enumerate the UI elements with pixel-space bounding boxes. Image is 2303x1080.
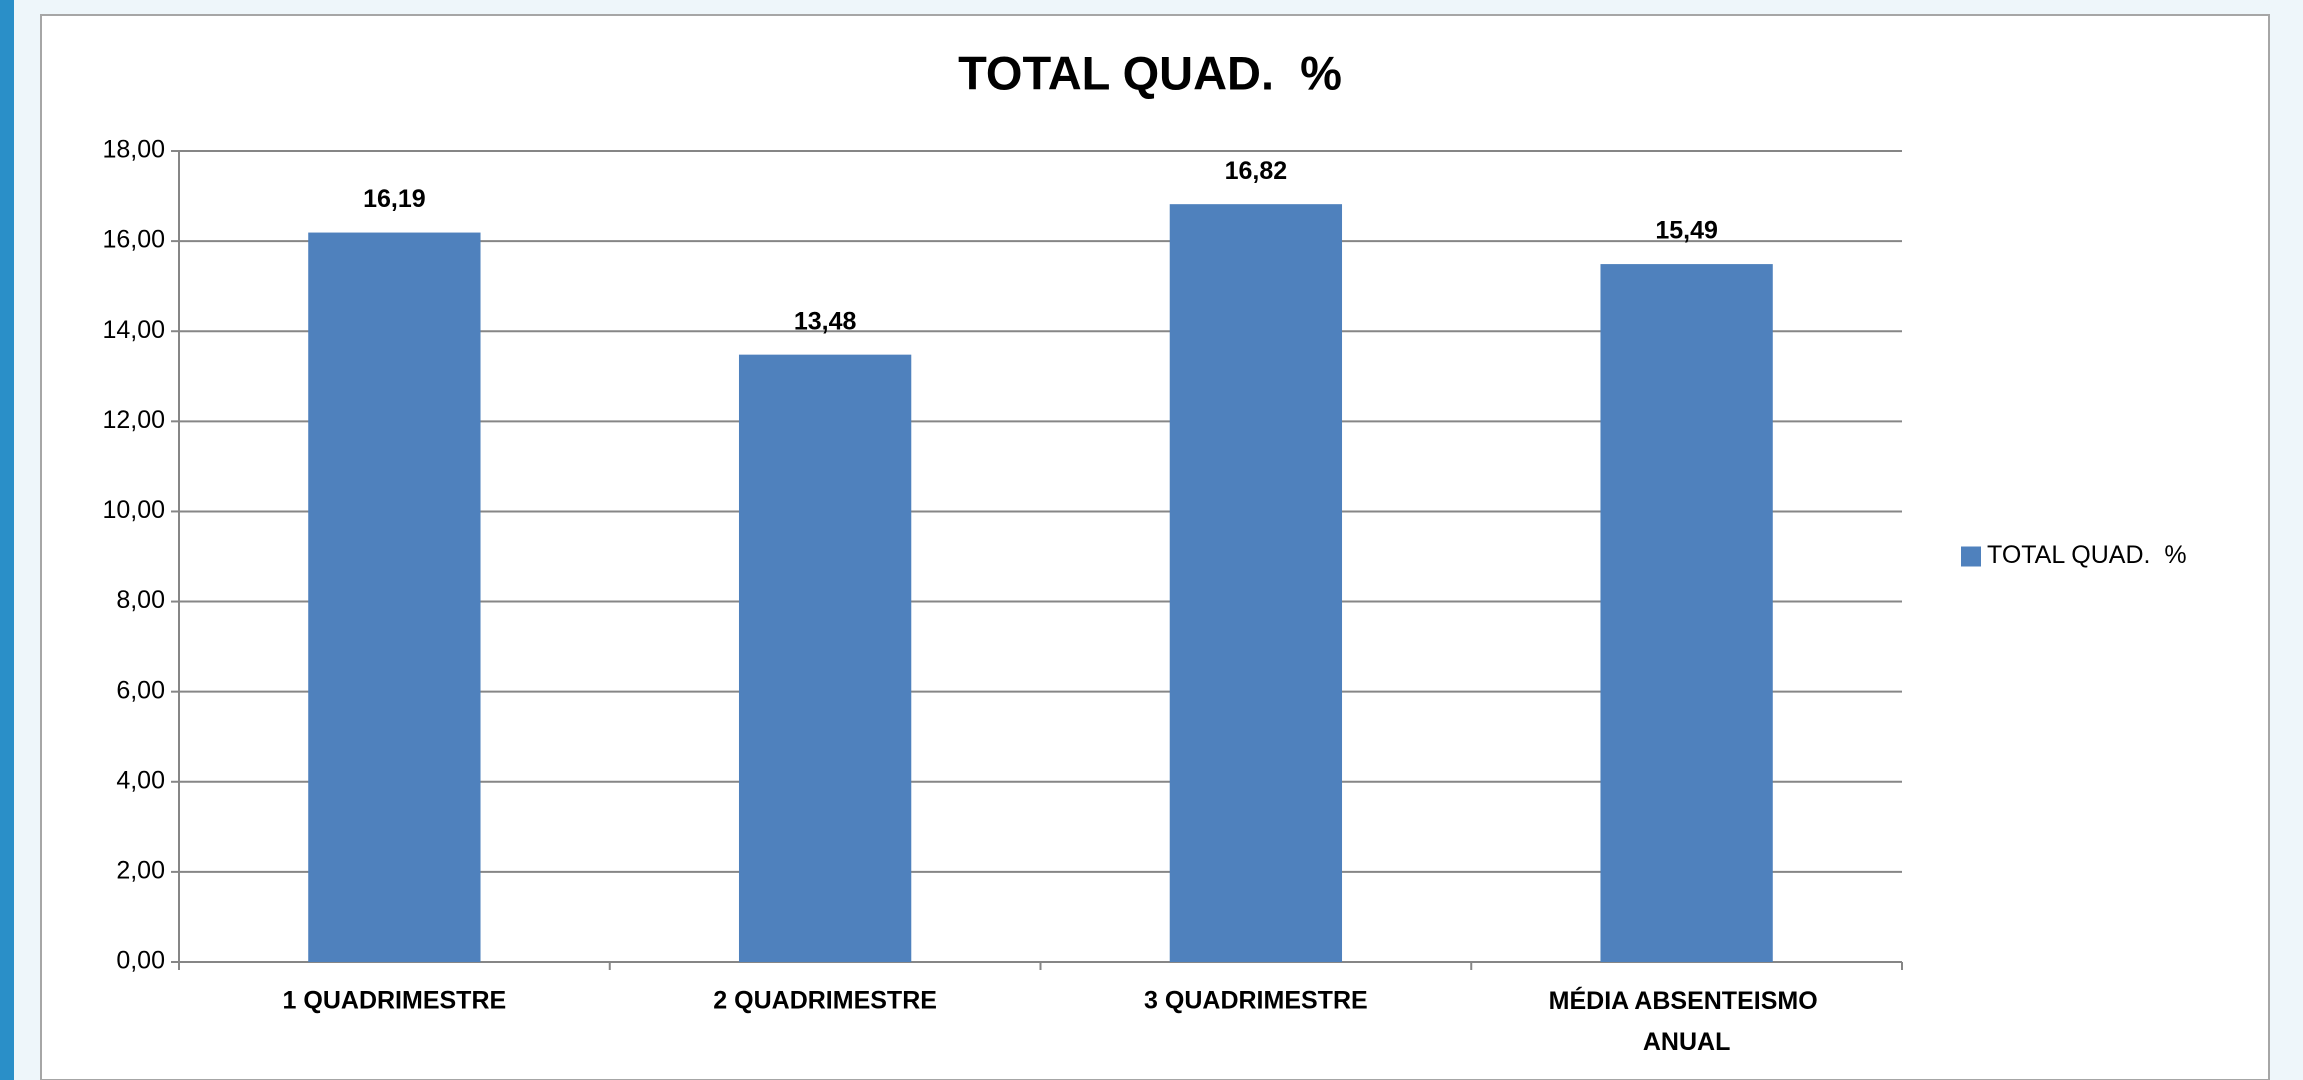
y-tick-label: 12,00 — [102, 406, 165, 434]
y-tick-label: 4,00 — [116, 766, 165, 794]
y-tick-label: 0,00 — [116, 947, 165, 975]
y-tick-label: 8,00 — [116, 586, 165, 614]
bar — [308, 232, 481, 963]
x-tick-label: MÉDIA ABSENTEISMO ANUAL — [1549, 986, 1825, 1056]
x-tick-label: 2 QUADRIMESTRE — [713, 987, 937, 1015]
y-tick-label: 6,00 — [116, 676, 165, 704]
value-label: 13,48 — [794, 307, 857, 335]
chart-title: TOTAL QUAD. % — [958, 46, 1342, 99]
legend-swatch — [1961, 546, 1981, 567]
bar — [1600, 264, 1773, 962]
legend-label: TOTAL QUAD. % — [1987, 541, 2187, 569]
value-label: 16,19 — [363, 185, 426, 213]
bar — [1169, 204, 1343, 963]
x-tick-label: 3 QUADRIMESTRE — [1144, 987, 1368, 1015]
y-tick-label: 2,00 — [116, 856, 165, 884]
y-tick-label: 18,00 — [102, 136, 165, 164]
bar — [738, 354, 912, 962]
y-tick-label: 14,00 — [102, 316, 165, 344]
value-label: 15,49 — [1655, 217, 1718, 245]
value-label: 16,82 — [1225, 157, 1288, 185]
x-tick-label: 1 QUADRIMESTRE — [283, 987, 507, 1015]
y-tick-label: 16,00 — [102, 226, 165, 254]
y-tick-label: 10,00 — [102, 496, 165, 524]
